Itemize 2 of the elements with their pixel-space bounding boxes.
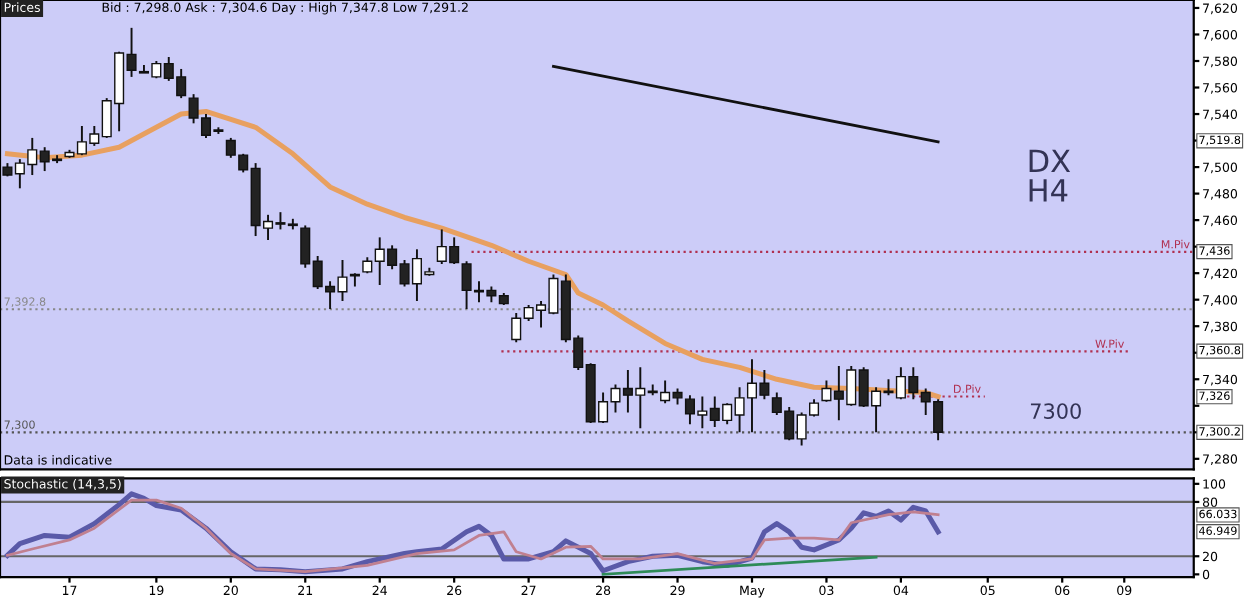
annotation: 7300 [1030,403,1081,419]
annotation: DX H4 [1029,149,1071,202]
